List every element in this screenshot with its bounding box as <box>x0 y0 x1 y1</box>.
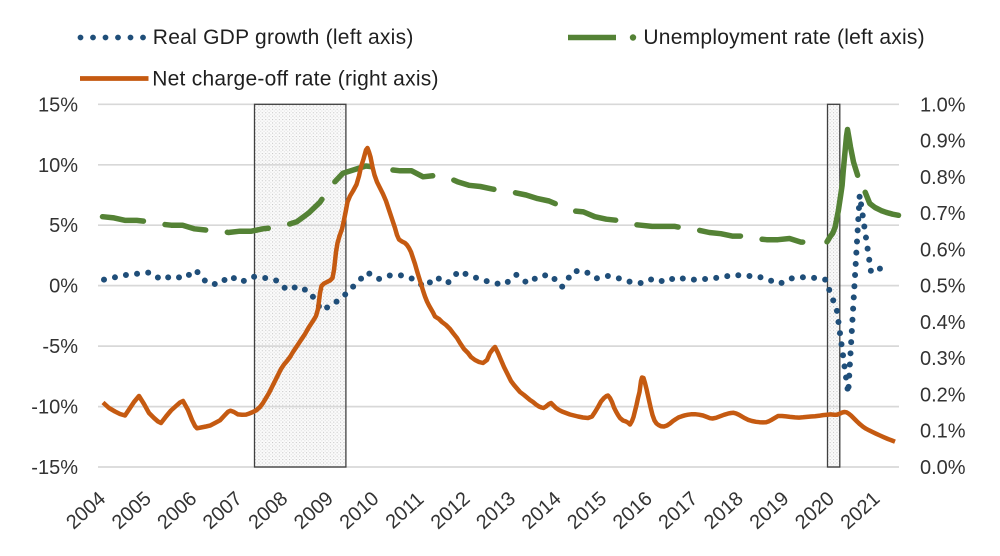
svg-text:Real GDP growth (left axis): Real GDP growth (left axis) <box>153 26 414 49</box>
svg-text:0.3%: 0.3% <box>920 348 966 370</box>
svg-text:0.1%: 0.1% <box>920 421 966 443</box>
svg-text:-15%: -15% <box>31 457 78 479</box>
svg-text:-10%: -10% <box>31 397 78 419</box>
svg-text:Net charge-off rate (right axi: Net charge-off rate (right axis) <box>152 68 439 91</box>
svg-text:0.9%: 0.9% <box>920 131 966 153</box>
svg-text:-5%: -5% <box>42 336 78 358</box>
svg-text:0%: 0% <box>49 276 78 298</box>
svg-text:10%: 10% <box>38 155 78 177</box>
svg-text:0.0%: 0.0% <box>920 457 966 479</box>
svg-text:0.8%: 0.8% <box>920 167 966 189</box>
svg-text:0.2%: 0.2% <box>920 385 966 407</box>
svg-text:15%: 15% <box>38 94 78 116</box>
svg-text:0.4%: 0.4% <box>920 312 966 334</box>
svg-text:0.7%: 0.7% <box>920 203 966 225</box>
svg-text:5%: 5% <box>49 215 78 237</box>
svg-text:0.5%: 0.5% <box>920 276 966 298</box>
svg-text:0.6%: 0.6% <box>920 239 966 261</box>
svg-text:1.0%: 1.0% <box>920 94 966 116</box>
svg-text:Unemployment rate (left axis): Unemployment rate (left axis) <box>643 26 925 49</box>
